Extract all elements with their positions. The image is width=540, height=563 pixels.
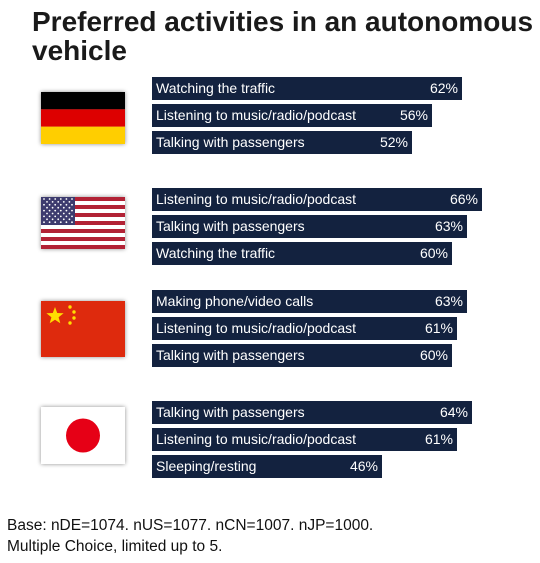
bar-value-label: 61% (425, 320, 453, 336)
bar-value-label: 52% (380, 134, 408, 150)
bar-category-label: Watching the traffic (156, 245, 275, 261)
bar-category-label: Talking with passengers (156, 218, 305, 234)
bar (152, 455, 382, 478)
bar (152, 104, 432, 127)
bar (152, 401, 472, 424)
footnote-note: Multiple Choice, limited up to 5. (7, 538, 223, 555)
footnote: Base: nDE=1074. nUS=1077. nCN=1007. nJP=… (7, 515, 527, 557)
bar-category-label: Making phone/video calls (156, 293, 313, 309)
bar-value-label: 56% (400, 107, 428, 123)
bar (152, 242, 452, 265)
bar-category-label: Sleeping/resting (156, 458, 256, 474)
bar-value-label: 61% (425, 431, 453, 447)
bar-category-label: Talking with passengers (156, 347, 305, 363)
bar-category-label: Listening to music/radio/podcast (156, 431, 356, 447)
bar-value-label: 60% (420, 245, 448, 261)
germany-flag (41, 92, 125, 144)
bar (152, 428, 457, 451)
bar-category-label: Talking with passengers (156, 134, 305, 150)
bar-category-label: Talking with passengers (156, 404, 305, 420)
bar (152, 344, 452, 367)
chart-title: Preferred activities in an autonomous ve… (32, 6, 534, 66)
bar (152, 215, 467, 238)
bar-value-label: 60% (420, 347, 448, 363)
bar-value-label: 46% (350, 458, 378, 474)
bar (152, 290, 467, 313)
bar (152, 131, 412, 154)
bar-category-label: Listening to music/radio/podcast (156, 320, 356, 336)
bar-value-label: 62% (430, 80, 458, 96)
japan-flag (41, 407, 125, 464)
bar-category-label: Listening to music/radio/podcast (156, 107, 356, 123)
usa-flag (41, 197, 125, 249)
bar (152, 317, 457, 340)
footnote-base: Base: nDE=1074. nUS=1077. nCN=1007. nJP=… (7, 517, 374, 534)
bar-value-label: 66% (450, 191, 478, 207)
bar (152, 77, 462, 100)
bar (152, 188, 482, 211)
china-flag (41, 301, 125, 357)
bar-value-label: 64% (440, 404, 468, 420)
bar-category-label: Watching the traffic (156, 80, 275, 96)
bar-value-label: 63% (435, 218, 463, 234)
bar-value-label: 63% (435, 293, 463, 309)
bar-category-label: Listening to music/radio/podcast (156, 191, 356, 207)
china-big-star (46, 307, 64, 324)
